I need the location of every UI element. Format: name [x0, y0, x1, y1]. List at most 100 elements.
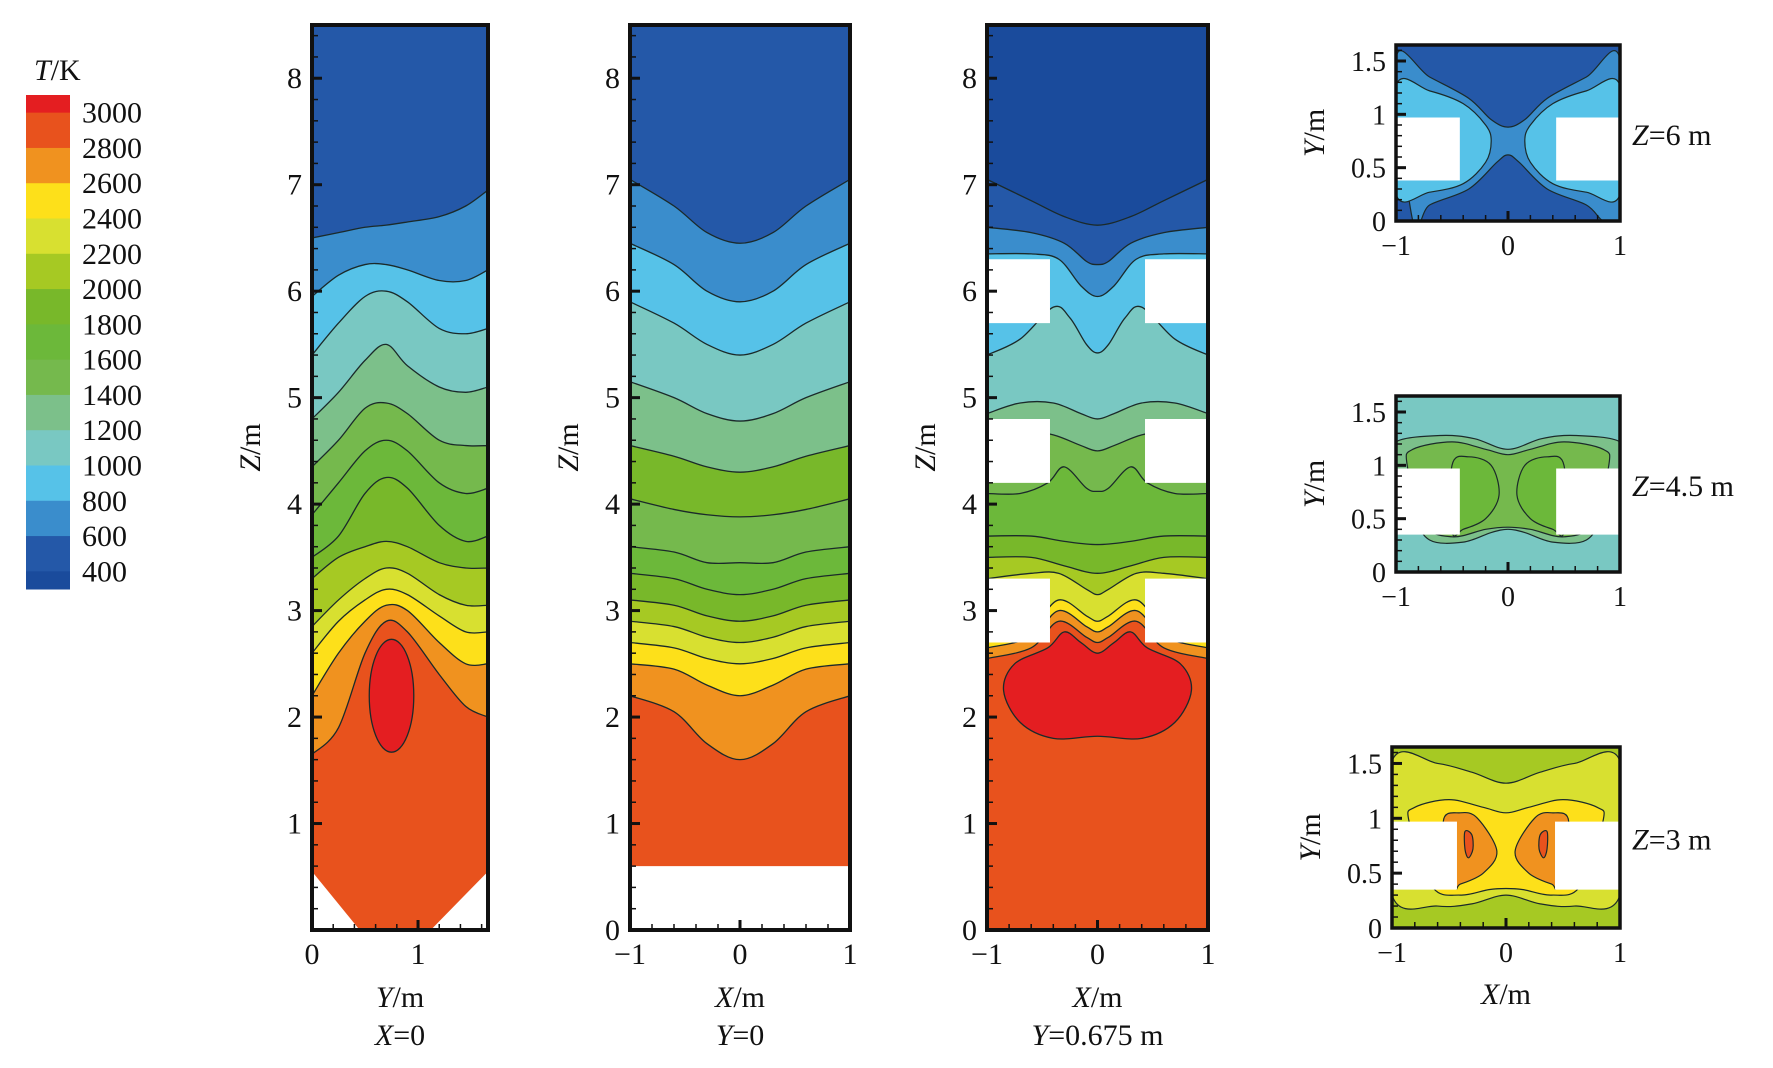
colorbar-tick-label: 1800 [82, 308, 142, 341]
contour-line [630, 663, 850, 697]
contour-field [1396, 396, 1620, 572]
plot-frame [310, 23, 490, 932]
contour-line [312, 603, 488, 697]
masked-region [1396, 468, 1460, 535]
y-tick-label: 1.5 [1351, 398, 1386, 429]
y-axis-title-unit: /m [1298, 460, 1331, 492]
contour-line [987, 571, 1208, 596]
contour-line [630, 242, 850, 303]
colorbar-swatch [26, 536, 70, 572]
y-tick-label: 1.5 [1347, 749, 1382, 780]
colorbar: T/K 300028002600240022002000180016001400… [26, 54, 142, 590]
contour-line [630, 599, 850, 622]
contour-line [987, 226, 1208, 266]
y-tick-label: 1 [962, 808, 977, 841]
contour-line [630, 546, 850, 565]
slice-caption: Y=0 [716, 1019, 765, 1052]
y-tick-label: 1 [1372, 451, 1386, 482]
masked-region [312, 871, 360, 930]
colorbar-tick-label: 1400 [82, 379, 142, 412]
contour-field [630, 25, 850, 930]
y-tick-label: 5 [605, 382, 620, 415]
y-tick-label: 0 [605, 914, 620, 947]
x-tick-label: 1 [1613, 938, 1627, 969]
y-axis-title: Y/m [1298, 460, 1331, 508]
contour-line [987, 252, 1208, 298]
y-axis-title-unit: /m [909, 423, 942, 455]
colorbar-tick-label: 1600 [82, 344, 142, 377]
x-axis-title-unit: /m [1499, 978, 1531, 1011]
contour-region [1538, 829, 1549, 859]
x-axis-title-unit: /m [733, 981, 765, 1014]
colorbar-swatches [26, 95, 70, 590]
y-tick-label: 1 [605, 808, 620, 841]
contour-line [630, 498, 850, 518]
contour-line [987, 556, 1208, 574]
contour-line [312, 567, 488, 628]
colorbar-tick-label: 800 [82, 485, 127, 518]
y-axis-title: Y/m [1294, 813, 1327, 861]
y-tick-label: 2 [287, 701, 302, 734]
y-axis-title-unit: /m [1294, 813, 1327, 845]
x-tick-label: 0 [1501, 231, 1515, 262]
colorbar-tick-label: 2200 [82, 238, 142, 271]
colorbar-tick-label: 2800 [82, 132, 142, 165]
colorbar-tick-label: 2000 [82, 273, 142, 306]
colorbar-tick-label: 1200 [82, 414, 142, 447]
colorbar-swatch [26, 218, 70, 255]
x-tick-label: −1 [1381, 582, 1411, 613]
panel-z45-xy-slice: 00.511.5−1 0 1Y/m Z=4.5 m [1298, 394, 1734, 613]
masked-region [430, 871, 488, 930]
colorbar-tick-label: 2600 [82, 167, 142, 200]
slice-caption-value: =0 [732, 1019, 764, 1052]
x-tick-label: 1 [1613, 231, 1627, 262]
colorbar-tick-label: 3000 [82, 97, 142, 130]
slice-caption-var: Z [1632, 470, 1649, 503]
masked-region [987, 259, 1050, 324]
x-tick-label: 0 [1499, 938, 1513, 969]
y-tick-label: 8 [962, 62, 977, 95]
colorbar-title-unit: /K [51, 54, 81, 87]
slice-caption-var: Y [716, 1019, 736, 1052]
x-axis-title: X/m [1480, 978, 1531, 1011]
x-axis-title: Y/m [376, 981, 424, 1014]
slice-caption: Z=3 m [1632, 824, 1711, 857]
slice-caption-var: Y [1032, 1019, 1052, 1052]
masked-region [1556, 468, 1620, 535]
x-tick-label: 0 [733, 938, 748, 971]
contour-line [630, 695, 850, 761]
colorbar-labels: 3000280026002400220020001800160014001200… [82, 97, 142, 589]
contour-line [312, 588, 488, 654]
colorbar-tick-label: 400 [82, 555, 127, 588]
y-axis-title-var: Y [1298, 137, 1331, 157]
x-axis-title: X/m [1072, 981, 1123, 1014]
y-tick-label: 6 [287, 275, 302, 308]
contour-line [312, 540, 488, 580]
y-tick-label: 0.5 [1351, 154, 1386, 185]
masked-region [1145, 418, 1208, 483]
colorbar-title: T/K [34, 54, 81, 87]
x-axis-title-var: Y [376, 981, 396, 1014]
x-tick-label: 1 [1613, 582, 1627, 613]
y-tick-label: 0 [962, 914, 977, 947]
x-axis-title-var: X [714, 981, 735, 1014]
contour-line [630, 641, 850, 665]
masked-region [1145, 578, 1208, 643]
y-tick-label: 5 [287, 382, 302, 415]
y-tick-label: 3 [962, 595, 977, 628]
y-axis-title-var: Z [909, 455, 942, 472]
y-axis-title-var: Z [234, 455, 267, 472]
slice-caption-value: =3 m [1649, 824, 1712, 857]
x-axis-title-unit: /m [393, 981, 425, 1014]
panel-z3-xy-slice: 00.511.5−1 0 1Y/m Z=3 mX/m [1294, 745, 1711, 1011]
contour-line [630, 178, 850, 244]
y-axis-title-unit: /m [234, 423, 267, 455]
slice-caption-value: =6 m [1649, 119, 1712, 152]
contour-field [312, 25, 488, 930]
contour-field [987, 25, 1208, 930]
y-axis-title-unit: /m [1298, 109, 1331, 141]
colorbar-swatch [26, 253, 70, 290]
colorbar-swatch [26, 183, 70, 219]
y-tick-label: 1 [1372, 100, 1386, 131]
